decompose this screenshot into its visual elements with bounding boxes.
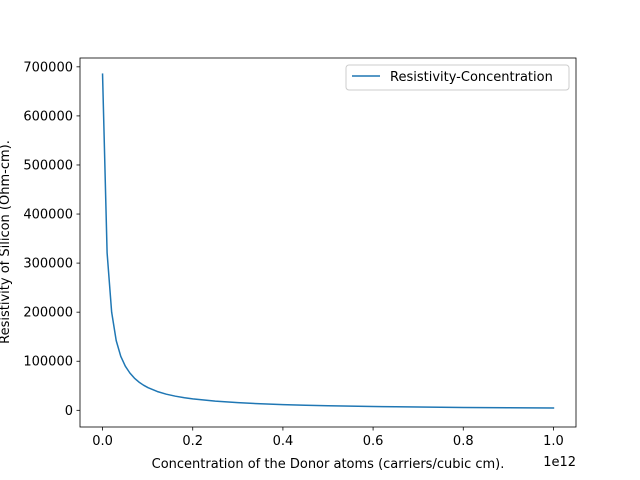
x-axis-label: Concentration of the Donor atoms (carrie… — [152, 457, 505, 472]
y-tick-label: 0 — [65, 404, 73, 419]
series-lines — [101, 73, 555, 409]
y-tick-label: 500000 — [23, 158, 73, 173]
y-tick-label: 600000 — [23, 109, 73, 124]
y-tick-label: 400000 — [23, 208, 73, 223]
legend: Resistivity-Concentration — [345, 64, 570, 91]
y-tick-label: 100000 — [23, 355, 73, 370]
x-axis-offset-text: 1e12 — [543, 455, 576, 470]
y-axis-label: Resistivity of Silicon (Ohm-cm). — [0, 140, 13, 344]
x-axis-ticks: 0.0 0.2 0.4 0.6 0.8 1.0 — [92, 427, 564, 449]
legend-label: Resistivity-Concentration — [390, 70, 553, 85]
y-tick-label: 300000 — [23, 257, 73, 272]
x-tick-label: 0.6 — [363, 434, 384, 449]
y-axis-ticks: 0 100000 200000 300000 400000 500000 600000 700… — [23, 60, 80, 419]
plot-area-frame — [79, 57, 577, 428]
legend-box — [345, 64, 570, 91]
y-tick-label: 700000 — [23, 60, 73, 75]
x-tick-label: 0.0 — [92, 434, 113, 449]
series-line — [101, 73, 555, 409]
x-tick-label: 0.8 — [453, 434, 474, 449]
x-tick-label: 0.4 — [273, 434, 294, 449]
x-tick-label: 1.0 — [543, 434, 564, 449]
x-tick-label: 0.2 — [182, 434, 203, 449]
y-tick-label: 200000 — [23, 306, 73, 321]
